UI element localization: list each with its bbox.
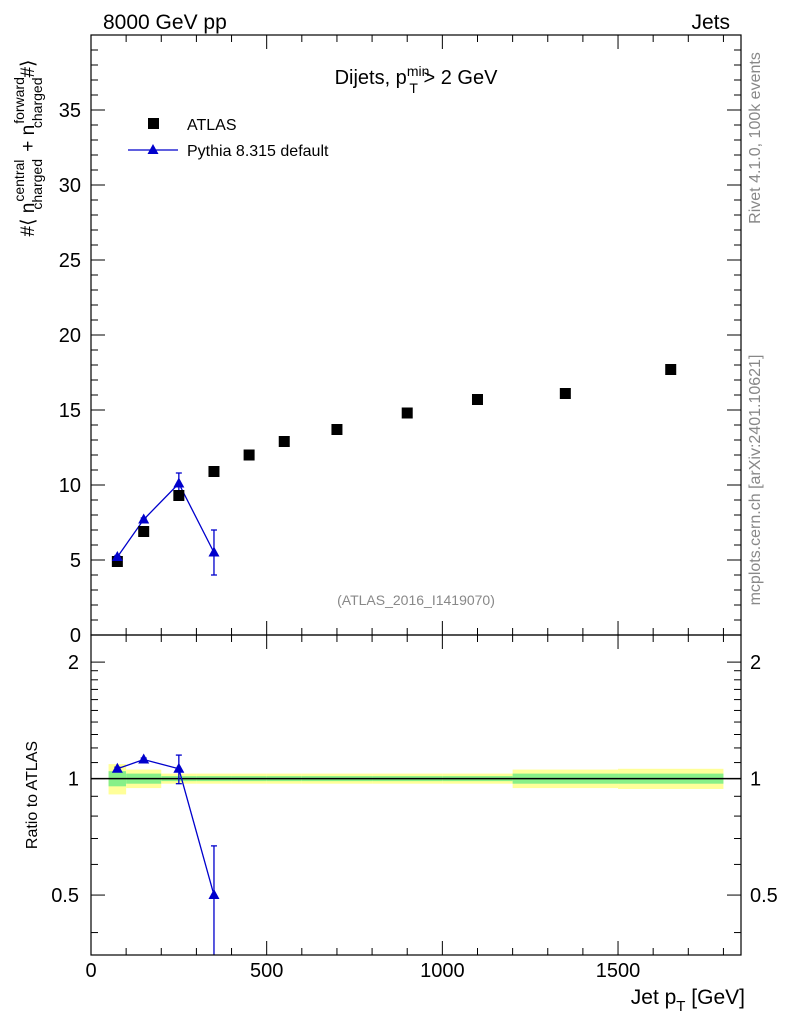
header-process: Jets bbox=[691, 11, 730, 34]
ratio-ytick-label-left: 0.5 bbox=[51, 885, 79, 907]
main-ytick-label: 20 bbox=[59, 325, 81, 347]
atlas-data-point bbox=[208, 466, 220, 477]
legend: ATLAS Pythia 8.315 default bbox=[128, 117, 329, 160]
ratio-mc-point bbox=[138, 753, 150, 764]
ratio-data-marks bbox=[111, 753, 220, 955]
main-ytick-label: 35 bbox=[59, 100, 81, 122]
legend-data-label: ATLAS bbox=[187, 117, 237, 134]
main-ytick-label: 5 bbox=[70, 550, 81, 572]
main-ytick-labels: 0 5 10 15 20 25 30 35 bbox=[59, 100, 81, 647]
atlas-data-point bbox=[111, 556, 123, 567]
mc-data-point bbox=[173, 477, 185, 488]
rivet-label: Rivet 4.1.0, 100k events bbox=[747, 52, 764, 224]
main-panel: 0 5 10 15 20 25 30 35 Dijets, pmin T > 2 GeV (AT… bbox=[11, 34, 742, 647]
ratio-ytick-label-left: 1 bbox=[68, 769, 79, 791]
atlas-data-point bbox=[331, 424, 343, 435]
ratio-panel: 0.5 0.5 1 1 2 2 0 500 1000 1500 Ratio to ATLAS J… bbox=[24, 634, 778, 1015]
analysis-watermark: (ATLAS_2016_I1419070) bbox=[337, 592, 495, 608]
ratio-ytick-labels: 0.5 0.5 1 1 2 2 bbox=[51, 652, 778, 907]
main-axis-ticks bbox=[90, 34, 741, 636]
mc-series-line bbox=[116, 482, 215, 558]
main-ytick-label: 30 bbox=[59, 175, 81, 197]
mcplots-label: mcplots.cern.ch [arXiv:2401.10621] bbox=[747, 355, 764, 606]
ratio-axis-ticks bbox=[90, 635, 741, 955]
atlas-data-point bbox=[138, 526, 150, 537]
ratio-ytick-label-left: 2 bbox=[68, 652, 79, 674]
xlabel: Jet pT [GeV] bbox=[631, 986, 745, 1015]
ratio-ytick-label-right: 0.5 bbox=[750, 885, 778, 907]
atlas-data-point bbox=[278, 436, 290, 447]
mc-data-point bbox=[138, 513, 150, 524]
ratio-ytick-label-right: 2 bbox=[750, 652, 761, 674]
ratio-mc-point bbox=[208, 889, 220, 900]
legend-mc-marker bbox=[147, 144, 159, 154]
legend-mc-label: Pythia 8.315 default bbox=[187, 143, 329, 160]
legend-data-marker bbox=[148, 118, 159, 129]
ratio-mc-point bbox=[173, 762, 185, 773]
main-ytick-label: 10 bbox=[59, 475, 81, 497]
xtick-label: 1500 bbox=[596, 960, 641, 982]
main-ytick-label: 25 bbox=[59, 250, 81, 272]
ratio-mc-line bbox=[117, 758, 215, 896]
main-data-marks bbox=[111, 364, 677, 576]
ratio-ylabel: Ratio to ATLAS bbox=[24, 741, 41, 849]
ratio-frame bbox=[90, 634, 742, 956]
mc-data-point bbox=[111, 551, 123, 561]
atlas-data-point bbox=[471, 394, 483, 405]
header-energy: 8000 GeV pp bbox=[103, 11, 227, 34]
atlas-data-point bbox=[401, 407, 413, 419]
atlas-data-point bbox=[559, 388, 571, 399]
ratio-mc-point bbox=[111, 762, 123, 773]
atlas-data-point bbox=[665, 364, 677, 375]
xtick-labels: 0 500 1000 1500 bbox=[85, 960, 640, 982]
ratio-ytick-label-right: 1 bbox=[750, 769, 761, 791]
xtick-label: 1000 bbox=[420, 960, 465, 982]
main-ylabel: #⟨ ncentral charged + nforward charged#⟩ bbox=[11, 60, 45, 237]
atlas-data-point bbox=[173, 490, 185, 501]
plot-title: Dijets, pmin T > 2 GeV bbox=[335, 63, 499, 96]
mc-data-point bbox=[208, 546, 220, 557]
xtick-label: 0 bbox=[85, 960, 96, 982]
main-ytick-label: 0 bbox=[70, 625, 81, 647]
xtick-label: 500 bbox=[250, 960, 283, 982]
main-ytick-label: 15 bbox=[59, 400, 81, 422]
atlas-data-point bbox=[243, 449, 255, 461]
